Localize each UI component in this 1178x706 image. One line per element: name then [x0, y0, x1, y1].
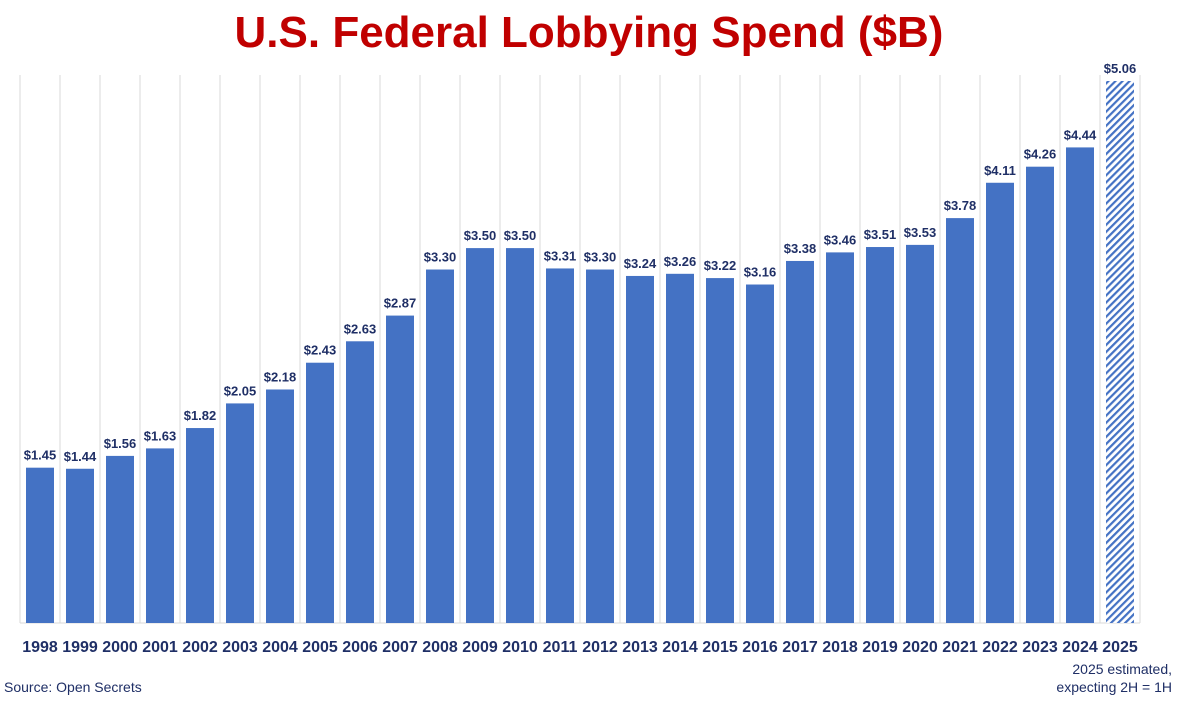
- data-label-2017: $3.38: [784, 241, 817, 256]
- tick-label-2010: 2010: [502, 639, 538, 656]
- data-labels: $1.45 $1.44 $1.56 $1.63 $1.82 $2.05 $2.18 $2.43…: [24, 61, 1137, 464]
- tick-label-2019: 2019: [862, 639, 898, 656]
- bar-2010: [506, 248, 534, 623]
- tick-label-2004: 2004: [262, 639, 298, 656]
- data-label-2001: $1.63: [144, 428, 177, 443]
- bar-2025: [1106, 81, 1134, 623]
- bar-2003: [226, 403, 254, 623]
- bar-2001: [146, 448, 174, 623]
- data-label-2019: $3.51: [864, 227, 897, 242]
- tick-label-2009: 2009: [462, 639, 498, 656]
- data-label-2006: $2.63: [344, 321, 377, 336]
- tick-label-2018: 2018: [822, 639, 858, 656]
- tick-label-2006: 2006: [342, 639, 378, 656]
- bar-2020: [906, 244, 934, 623]
- data-label-2018: $3.46: [824, 232, 857, 247]
- data-label-2014: $3.26: [664, 254, 697, 269]
- bar-2019: [866, 247, 894, 624]
- tick-label-2017: 2017: [782, 639, 818, 656]
- tick-label-1998: 1998: [22, 639, 58, 656]
- tick-label-2014: 2014: [662, 639, 698, 656]
- data-label-2012: $3.30: [584, 250, 617, 265]
- chart-title: U.S. Federal Lobbying Spend ($B): [234, 8, 944, 57]
- tick-label-2025: 2025: [1102, 639, 1138, 656]
- tick-label-2008: 2008: [422, 639, 458, 656]
- tick-label-2012: 2012: [582, 639, 618, 656]
- data-label-2007: $2.87: [384, 296, 417, 311]
- data-label-2000: $1.56: [104, 436, 137, 451]
- data-label-2013: $3.24: [624, 256, 657, 271]
- data-label-2005: $2.43: [304, 343, 337, 358]
- tick-label-2022: 2022: [982, 639, 1018, 656]
- tick-label-2023: 2023: [1022, 639, 1058, 656]
- bar-2015: [706, 278, 734, 623]
- bar-2016: [746, 284, 774, 623]
- bar-2022: [986, 182, 1014, 623]
- tick-label-2016: 2016: [742, 639, 778, 656]
- tick-label-2011: 2011: [543, 639, 578, 656]
- estimate-note: 2025 estimated, expecting 2H = 1H: [1056, 660, 1172, 696]
- bar-2009: [466, 248, 494, 623]
- data-label-2023: $4.26: [1024, 147, 1057, 162]
- data-label-2020: $3.53: [904, 225, 937, 240]
- source-note: Source: Open Secrets: [4, 679, 142, 695]
- data-label-2008: $3.30: [424, 250, 457, 265]
- tick-label-1999: 1999: [62, 639, 98, 656]
- data-label-2024: $4.44: [1064, 127, 1097, 142]
- bar-2007: [386, 315, 414, 623]
- bar-2024: [1066, 147, 1094, 623]
- data-label-2002: $1.82: [184, 408, 217, 423]
- bar-2013: [626, 275, 654, 623]
- tick-label-2007: 2007: [382, 639, 418, 656]
- data-label-2011: $3.31: [544, 248, 577, 263]
- bar-2012: [586, 269, 614, 623]
- data-label-2025: $5.06: [1104, 61, 1137, 76]
- bar-2014: [666, 273, 694, 623]
- bar-1999: [66, 468, 94, 623]
- bars: [26, 81, 1134, 624]
- tick-label-2005: 2005: [302, 639, 338, 656]
- data-label-2016: $3.16: [744, 265, 777, 280]
- tick-label-2020: 2020: [902, 639, 938, 656]
- bar-2011: [546, 268, 574, 623]
- data-label-2004: $2.18: [264, 369, 297, 384]
- tick-label-2024: 2024: [1062, 639, 1098, 656]
- bar-2017: [786, 260, 814, 623]
- estimate-note-line: 2025 estimated,: [1072, 661, 1172, 677]
- x-axis-tick-labels: 1998 1999 2000 2001 2002 2003 2004 2005 2006 2007…: [22, 639, 1138, 656]
- bar-2002: [186, 428, 214, 623]
- bar-2004: [266, 389, 294, 623]
- tick-label-2002: 2002: [182, 639, 218, 656]
- data-label-1998: $1.45: [24, 448, 57, 463]
- bar-2008: [426, 269, 454, 623]
- bar-2000: [106, 455, 134, 623]
- data-label-2009: $3.50: [464, 228, 497, 243]
- bar-2018: [826, 252, 854, 623]
- tick-label-2015: 2015: [702, 639, 738, 656]
- data-label-2015: $3.22: [704, 258, 737, 273]
- bar-2021: [946, 218, 974, 623]
- data-label-2003: $2.05: [224, 383, 257, 398]
- bar-1998: [26, 467, 54, 623]
- tick-label-2003: 2003: [222, 639, 258, 656]
- bar-2023: [1026, 166, 1054, 623]
- data-label-2010: $3.50: [504, 228, 537, 243]
- tick-label-2001: 2001: [142, 639, 178, 656]
- data-label-1999: $1.44: [64, 449, 97, 464]
- bar-2006: [346, 341, 374, 623]
- gridlines: [19, 75, 1141, 624]
- tick-label-2000: 2000: [102, 639, 138, 656]
- data-label-2022: $4.11: [984, 163, 1016, 178]
- data-label-2021: $3.78: [944, 198, 977, 213]
- bar-2005: [306, 362, 334, 623]
- estimate-note-line: expecting 2H = 1H: [1056, 679, 1172, 695]
- tick-label-2021: 2021: [942, 639, 978, 656]
- tick-label-2013: 2013: [622, 639, 658, 656]
